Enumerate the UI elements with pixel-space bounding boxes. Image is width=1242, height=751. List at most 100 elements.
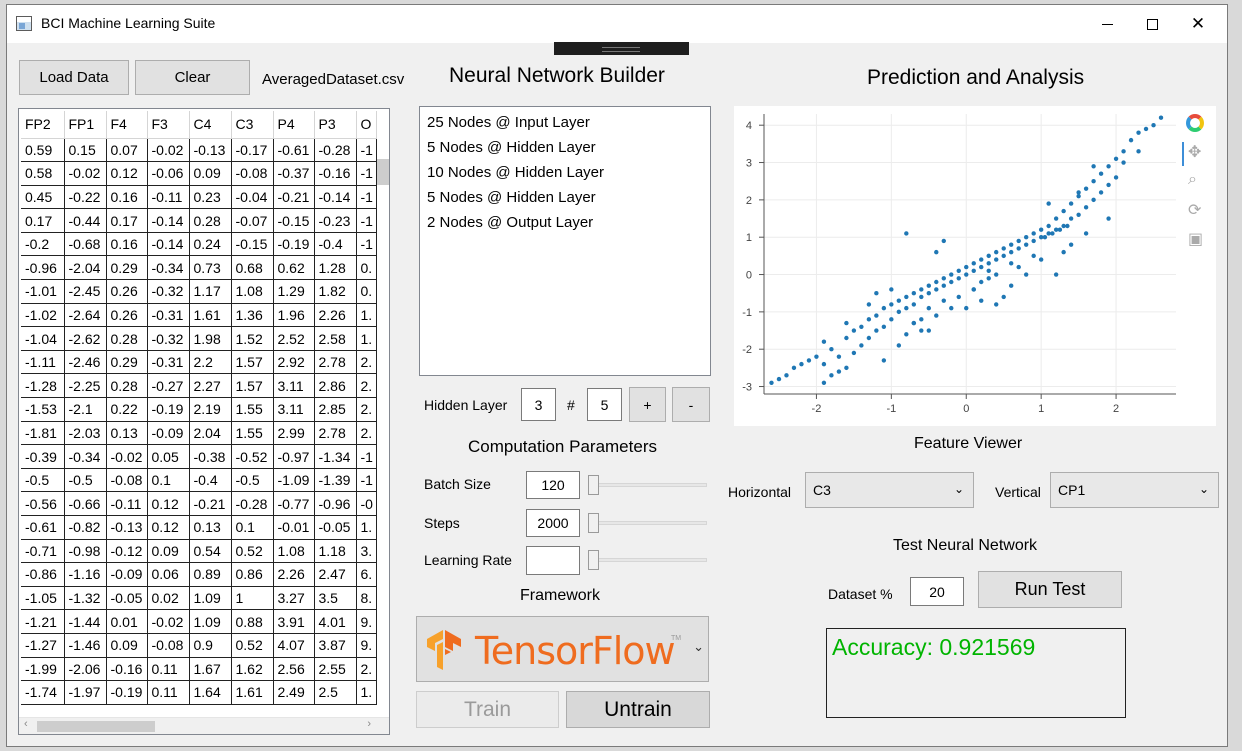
table-cell[interactable]: 2.55 [314,657,357,682]
maximize-button[interactable] [1129,5,1175,43]
table-cell[interactable]: 2.47 [314,562,357,587]
table-cell[interactable]: -2.03 [64,421,107,446]
pan-icon[interactable]: ✥ [1188,144,1202,161]
table-cell[interactable]: -2.45 [64,279,107,304]
table-cell[interactable]: 1.55 [231,397,274,422]
table-cell[interactable]: -2.06 [64,657,107,682]
framework-dropdown[interactable]: TensorFlow TM ⌄ [416,616,709,682]
scatter-plot[interactable]: -2 -1 0 1 2 -3 -2 -1 0 1 2 3 4 ✥ ⌕ ⟳ ▣ [734,106,1216,426]
table-cell[interactable]: 0.52 [231,633,274,658]
table-cell[interactable]: 3.11 [273,373,315,399]
train-button[interactable]: Train [416,691,559,728]
table-cell[interactable]: -0.96 [21,255,65,281]
table-cell[interactable]: -0.4 [314,232,357,257]
table-cell[interactable]: -0.19 [106,680,148,705]
table-cell[interactable]: 0.59 [21,138,65,163]
table-cell[interactable]: -0.02 [64,161,107,186]
table-cell[interactable]: -0.01 [273,515,315,540]
table-cell[interactable]: -0.15 [231,232,274,257]
add-layer-button[interactable]: + [629,387,666,422]
table-cell[interactable]: 0.1 [147,468,190,493]
table-cell[interactable]: 0.52 [231,539,274,564]
table-cell[interactable]: 0.89 [189,562,232,587]
table-cell[interactable]: 0. [356,255,377,281]
table-cell[interactable]: -1.99 [21,657,65,682]
table-cell[interactable]: -0.09 [147,421,190,446]
table-cell[interactable]: -0.16 [314,161,357,186]
batch-size-slider[interactable] [588,475,707,495]
table-cell[interactable]: -0.02 [147,138,190,163]
table-cell[interactable]: -0.13 [106,515,148,540]
table-cell[interactable]: 0.26 [106,303,148,328]
table-cell[interactable]: -0.09 [106,562,148,587]
table-cell[interactable]: 0.07 [106,138,148,163]
table-cell[interactable]: 2.2 [189,350,232,375]
table-cell[interactable]: 0.11 [147,680,190,705]
table-cell[interactable]: 2.49 [273,680,315,705]
table-cell[interactable]: -0.08 [106,468,148,493]
table-cell[interactable]: 2. [356,373,377,399]
table-cell[interactable]: 2.26 [273,562,315,587]
table-cell[interactable]: 1.64 [189,680,232,705]
column-header[interactable]: C4 [189,111,232,139]
table-cell[interactable]: 2.86 [314,373,357,399]
table-cell[interactable]: 0. [356,279,377,304]
table-cell[interactable]: -2.25 [64,373,107,399]
table-cell[interactable]: 0.1 [231,515,274,540]
table-cell[interactable]: -0.34 [64,444,107,469]
table-cell[interactable]: 1.82 [314,279,357,304]
column-header[interactable]: FP2 [21,111,65,139]
table-row[interactable]: -0.2 -0.68 0.16 -0.14 0.24 -0.15 -0.19 -0.4 -1 [21,232,377,257]
table-cell[interactable]: -0.19 [147,397,190,422]
title-bar[interactable]: BCI Machine Learning Suite ✕ [7,5,1227,43]
table-cell[interactable]: -0.61 [273,138,315,163]
close-button[interactable]: ✕ [1175,5,1221,43]
table-cell[interactable]: -0.31 [147,303,190,328]
table-cell[interactable]: -0.52 [231,444,274,469]
table-cell[interactable]: 0.28 [189,208,232,233]
table-cell[interactable]: 0.24 [189,232,232,257]
table-cell[interactable]: 1.29 [273,279,315,304]
table-cell[interactable]: -1 [356,161,377,186]
load-data-button[interactable]: Load Data [19,60,129,95]
table-cell[interactable]: -0.23 [314,208,357,233]
table-cell[interactable]: -0.27 [147,373,190,399]
scroll-left-icon[interactable]: ‹ [24,718,28,730]
table-cell[interactable]: -0.2 [21,232,65,257]
table-cell[interactable]: 0.11 [147,657,190,682]
table-row[interactable]: -0.96 -2.04 0.29 -0.34 0.73 0.68 0.62 1.28 0. [21,255,377,281]
table-cell[interactable]: 0.15 [64,138,107,163]
table-cell[interactable]: 3.27 [273,586,315,611]
table-cell[interactable]: -0.16 [106,657,148,682]
table-cell[interactable]: -0.32 [147,279,190,304]
table-cell[interactable]: -0.34 [147,255,190,281]
zoom-icon[interactable]: ⌕ [1188,171,1197,188]
reset-icon[interactable]: ⟳ [1188,202,1202,219]
table-cell[interactable]: 1.96 [273,303,315,328]
table-cell[interactable]: 2.19 [189,397,232,422]
table-cell[interactable]: -1.02 [21,303,65,328]
table-row[interactable]: -1.53 -2.1 0.22 -0.19 2.19 1.55 3.11 2.85 2. [21,397,377,422]
table-cell[interactable]: 0.23 [189,185,232,210]
table-cell[interactable]: -0.44 [64,208,107,233]
table-cell[interactable]: -0.28 [314,138,357,163]
table-cell[interactable]: 1.57 [231,373,274,399]
table-cell[interactable]: -0.4 [189,468,232,493]
table-cell[interactable]: -0.66 [64,491,107,516]
table-cell[interactable]: 2.52 [273,326,315,351]
table-cell[interactable]: 0.86 [231,562,274,587]
table-cell[interactable]: 0.58 [21,161,65,186]
table-cell[interactable]: -1.39 [314,468,357,493]
table-cell[interactable]: 1.09 [189,609,232,634]
table-cell[interactable]: -1.46 [64,633,107,658]
table-cell[interactable]: 9. [356,633,377,658]
table-cell[interactable]: -1.01 [21,279,65,304]
table-cell[interactable]: 0.22 [106,397,148,422]
table-cell[interactable]: -0.14 [147,208,190,233]
table-cell[interactable]: 3. [356,539,377,564]
data-grid[interactable]: FP2 FP1 F4 F3 C4 C3 P4 P3 O 0.59 0.15 0.07 -0.02 -0.… [18,108,390,735]
table-cell[interactable]: 0.06 [147,562,190,587]
column-header[interactable]: P3 [314,111,357,139]
learning-rate-slider[interactable] [588,550,707,570]
table-cell[interactable]: -0.02 [147,609,190,634]
